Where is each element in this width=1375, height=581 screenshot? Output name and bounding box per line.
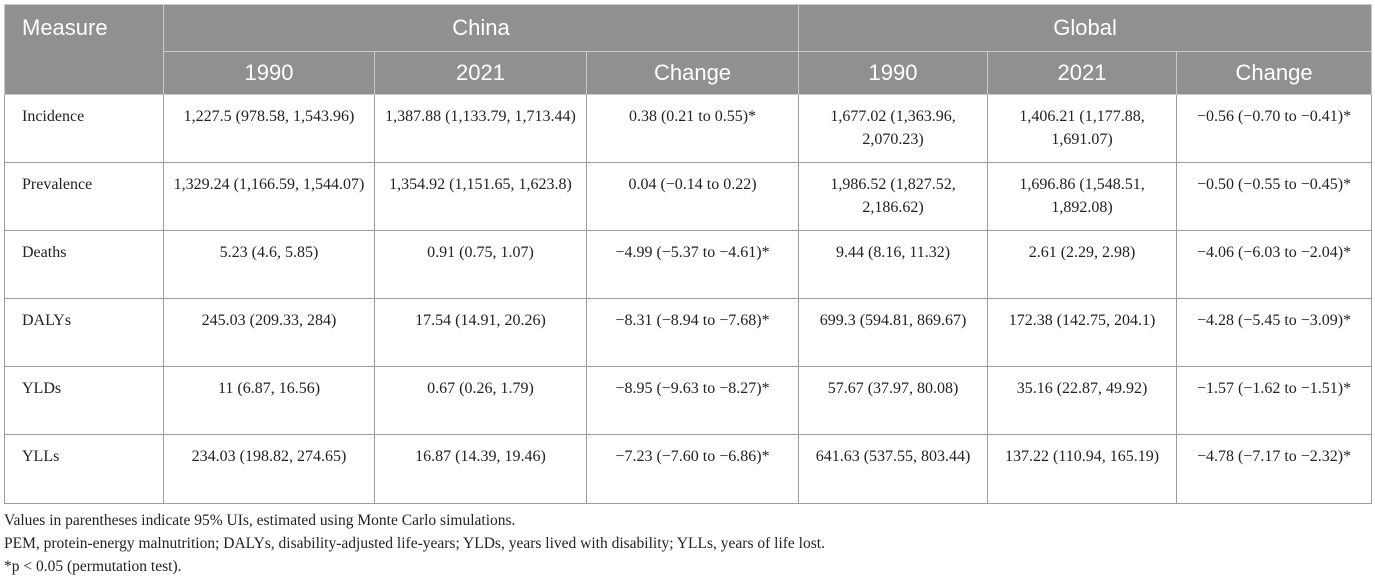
row-label: YLDs [4,366,164,435]
table-cell: 0.67 (0.26, 1.79) [374,366,587,435]
header-global-2021: 2021 [987,51,1178,95]
table-cell: 245.03 (209.33, 284) [163,298,375,367]
table-cell: −1.57 (−1.62 to −1.51)* [1176,366,1373,435]
table-cell: −4.06 (−6.03 to −2.04)* [1176,230,1373,299]
table-footnotes: Values in parentheses indicate 95% UIs, … [4,509,1371,578]
header-measure: Measure [4,4,164,95]
table-cell: 1,696.86 (1,548.51, 1,892.08) [987,162,1178,231]
table-cell: −7.23 (−7.60 to −6.86)* [585,434,800,504]
table-cell: 35.16 (22.87, 49.92) [987,366,1178,435]
table-cell: 1,354.92 (1,151.65, 1,623.8) [374,162,587,231]
table-cell: 641.63 (537.55, 803.44) [798,434,989,504]
table-cell: 2.61 (2.29, 2.98) [987,230,1178,299]
header-china-2021: 2021 [374,51,587,95]
table-cell: 699.3 (594.81, 869.67) [798,298,989,367]
header-group-global: Global [798,4,1373,52]
table-cell: 5.23 (4.6, 5.85) [163,230,375,299]
table-row: Incidence 1,227.5 (978.58, 1,543.96) 1,3… [4,94,1373,163]
table-row: Prevalence 1,329.24 (1,166.59, 1,544.07)… [4,162,1373,231]
table-row: YLLs 234.03 (198.82, 274.65) 16.87 (14.3… [4,434,1373,504]
footnote-abbreviations: PEM, protein-energy malnutrition; DALYs,… [4,535,825,552]
row-label: Deaths [4,230,164,299]
results-table: Measure China Global 1990 2021 Change 19… [4,4,1373,504]
table-cell: 1,227.5 (978.58, 1,543.96) [163,94,375,163]
table-cell: −4.99 (−5.37 to −4.61)* [585,230,800,299]
header-global-1990: 1990 [798,51,989,95]
footnote-significance: *p < 0.05 (permutation test). [4,558,182,575]
footnote-uncertainty: Values in parentheses indicate 95% UIs, … [4,512,516,529]
table-row: YLDs 11 (6.87, 16.56) 0.67 (0.26, 1.79) … [4,366,1373,435]
header-china-1990: 1990 [163,51,375,95]
table-cell: 11 (6.87, 16.56) [163,366,375,435]
row-label: YLLs [4,434,164,504]
table-cell: 1,387.88 (1,133.79, 1,713.44) [374,94,587,163]
table-cell: 17.54 (14.91, 20.26) [374,298,587,367]
row-label: Incidence [4,94,164,163]
table-cell: −8.31 (−8.94 to −7.68)* [585,298,800,367]
table-cell: −0.56 (−0.70 to −0.41)* [1176,94,1373,163]
table-cell: −8.95 (−9.63 to −8.27)* [585,366,800,435]
header-group-china: China [162,4,800,52]
row-label: Prevalence [4,162,164,231]
table-cell: 234.03 (198.82, 274.65) [163,434,375,504]
table-cell: 137.22 (110.94, 165.19) [987,434,1178,504]
table-cell: 0.04 (−0.14 to 0.22) [585,162,800,231]
table-cell: 1,406.21 (1,177.88, 1,691.07) [987,94,1178,163]
table-cell: 0.38 (0.21 to 0.55)* [585,94,800,163]
header-global-change: Change [1176,51,1373,95]
header-china-change: Change [585,51,800,95]
table-header: Measure China Global 1990 2021 Change 19… [4,4,1373,95]
row-label: DALYs [4,298,164,367]
table-body: Incidence 1,227.5 (978.58, 1,543.96) 1,3… [4,94,1373,504]
table-cell: 172.38 (142.75, 204.1) [987,298,1178,367]
table-cell: 0.91 (0.75, 1.07) [374,230,587,299]
table-cell: 1,677.02 (1,363.96, 2,070.23) [798,94,989,163]
table-cell: −4.28 (−5.45 to −3.09)* [1176,298,1373,367]
table-container: Measure China Global 1990 2021 Change 19… [4,4,1373,578]
table-row: DALYs 245.03 (209.33, 284) 17.54 (14.91,… [4,298,1373,367]
table-cell: 1,329.24 (1,166.59, 1,544.07) [163,162,375,231]
table-cell: 1,986.52 (1,827.52, 2,186.62) [798,162,989,231]
table-cell: 57.67 (37.97, 80.08) [798,366,989,435]
table-cell: −4.78 (−7.17 to −2.32)* [1176,434,1373,504]
table-cell: −0.50 (−0.55 to −0.45)* [1176,162,1373,231]
table-row: Deaths 5.23 (4.6, 5.85) 0.91 (0.75, 1.07… [4,230,1373,299]
table-cell: 16.87 (14.39, 19.46) [374,434,587,504]
table-cell: 9.44 (8.16, 11.32) [798,230,989,299]
